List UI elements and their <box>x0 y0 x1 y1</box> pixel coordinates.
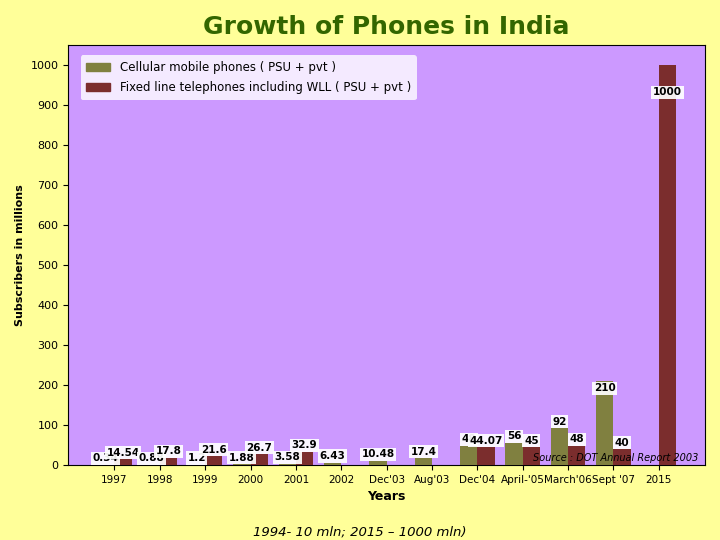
Text: 21.6: 21.6 <box>201 445 227 455</box>
Bar <box>205 456 222 465</box>
Text: 45: 45 <box>524 436 539 446</box>
Text: 1.88: 1.88 <box>229 453 255 463</box>
Legend: Cellular mobile phones ( PSU + pvt ), Fixed line telephones including WLL ( PSU : Cellular mobile phones ( PSU + pvt ), Fi… <box>81 55 417 100</box>
Bar <box>460 446 477 465</box>
Text: 3.58: 3.58 <box>274 452 300 462</box>
Bar <box>551 428 568 465</box>
Text: 17.8: 17.8 <box>156 447 181 456</box>
Bar <box>477 448 495 465</box>
Bar <box>160 458 177 465</box>
Bar <box>659 65 676 465</box>
Text: 210: 210 <box>594 383 616 393</box>
Text: 10.48: 10.48 <box>361 449 395 460</box>
Text: 17.4: 17.4 <box>410 447 436 456</box>
Text: 26.7: 26.7 <box>246 443 272 453</box>
Y-axis label: Subscribers in millions: Subscribers in millions <box>15 184 25 326</box>
Text: 40: 40 <box>615 437 629 448</box>
Text: 14.54: 14.54 <box>107 448 140 458</box>
Bar <box>279 464 296 465</box>
Bar <box>296 452 313 465</box>
Bar <box>369 461 387 465</box>
Text: 6.43: 6.43 <box>320 451 346 461</box>
Title: Growth of Phones in India: Growth of Phones in India <box>203 15 570 39</box>
Text: 48: 48 <box>462 434 476 444</box>
Bar <box>114 460 132 465</box>
Bar <box>324 463 341 465</box>
Text: 56: 56 <box>507 431 521 441</box>
Bar <box>568 446 585 465</box>
Text: 0.34: 0.34 <box>93 454 119 463</box>
Bar <box>233 464 251 465</box>
X-axis label: Years: Years <box>367 490 406 503</box>
Bar <box>596 381 613 465</box>
Bar <box>415 458 432 465</box>
Text: Source : DOT Annual Report 2003: Source : DOT Annual Report 2003 <box>534 453 698 463</box>
Text: 48: 48 <box>570 434 584 444</box>
Text: 32.9: 32.9 <box>292 440 318 450</box>
Bar <box>523 447 540 465</box>
Text: 92: 92 <box>552 417 567 427</box>
Bar <box>251 455 268 465</box>
Text: 0.88: 0.88 <box>138 453 164 463</box>
Bar <box>613 449 631 465</box>
Text: 1000: 1000 <box>653 87 682 97</box>
Text: 1.2: 1.2 <box>187 453 206 463</box>
Text: 44.07: 44.07 <box>469 436 503 446</box>
Text: 1994- 10 mln; 2015 – 1000 mln): 1994- 10 mln; 2015 – 1000 mln) <box>253 525 467 539</box>
Bar <box>505 443 523 465</box>
